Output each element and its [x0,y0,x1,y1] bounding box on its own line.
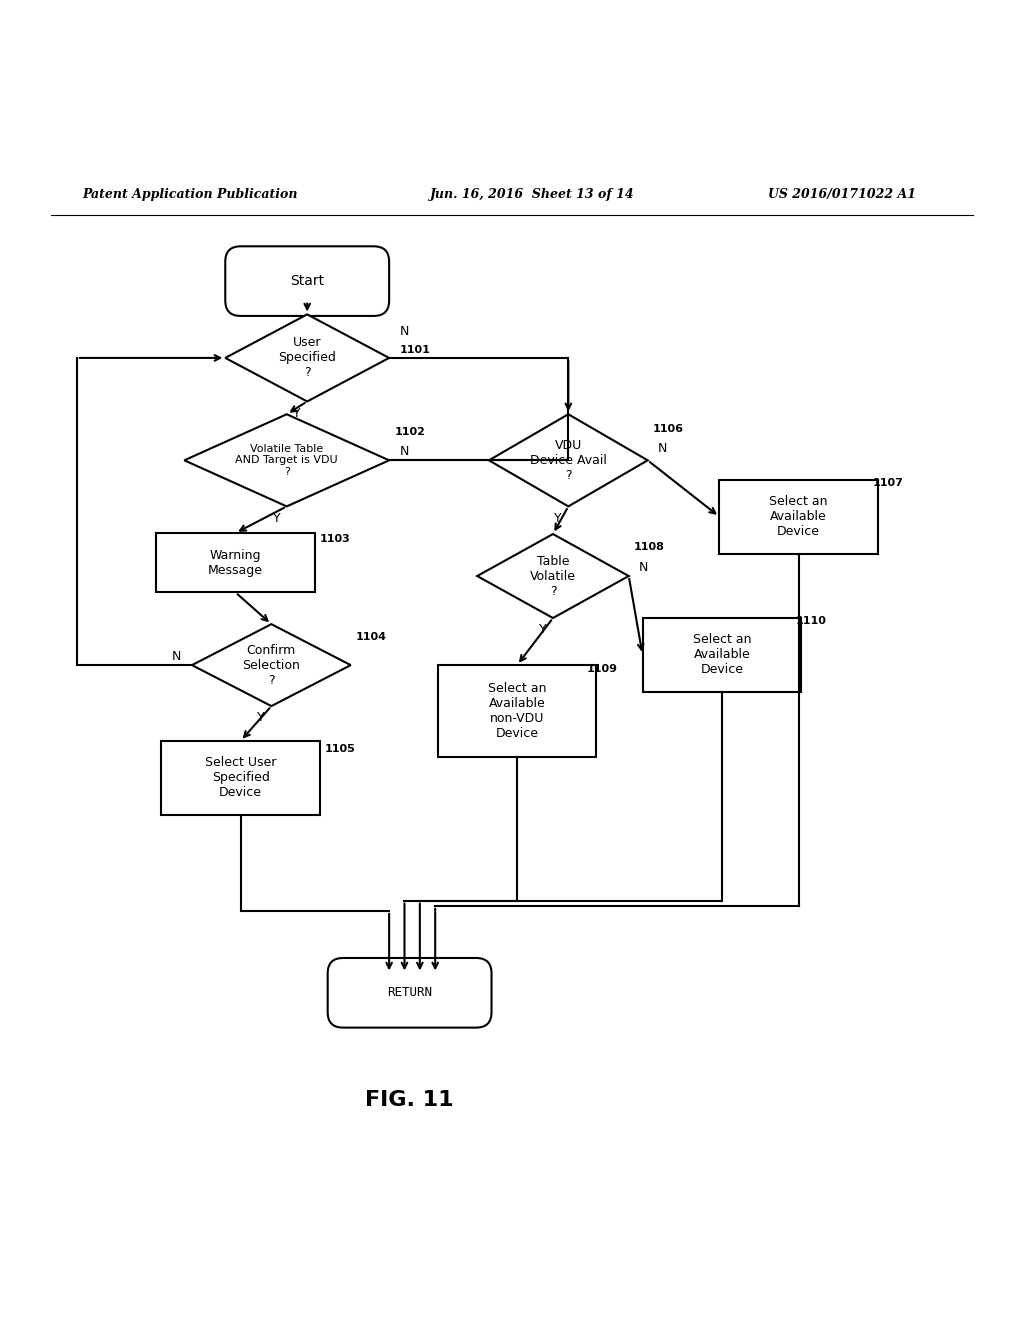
FancyBboxPatch shape [225,247,389,315]
FancyBboxPatch shape [157,533,315,593]
Text: Select an
Available
non-VDU
Device: Select an Available non-VDU Device [487,682,547,741]
Text: Select User
Specified
Device: Select User Specified Device [205,756,276,799]
Text: Y: Y [539,623,547,636]
Text: Y: Y [293,407,301,420]
Text: 1103: 1103 [319,535,351,544]
Text: 1107: 1107 [872,478,904,488]
Text: FIG. 11: FIG. 11 [366,1090,454,1110]
FancyBboxPatch shape [328,958,492,1027]
Text: US 2016/0171022 A1: US 2016/0171022 A1 [768,187,916,201]
Text: 1101: 1101 [399,345,430,355]
FancyBboxPatch shape [161,741,319,814]
Text: Y: Y [554,512,562,525]
Text: 1105: 1105 [326,744,356,754]
Text: User
Specified
?: User Specified ? [279,337,336,379]
Text: RETURN: RETURN [387,986,432,999]
Text: Patent Application Publication: Patent Application Publication [82,187,297,201]
Text: Start: Start [290,275,325,288]
Text: N: N [399,326,409,338]
Text: Table
Volatile
?: Table Volatile ? [530,554,575,598]
Text: 1104: 1104 [356,631,387,642]
Text: Warning
Message: Warning Message [208,549,263,577]
Text: 1106: 1106 [653,424,684,434]
Text: Volatile Table
AND Target is VDU
?: Volatile Table AND Target is VDU ? [236,444,338,477]
Text: 1102: 1102 [394,426,425,437]
Text: 1110: 1110 [797,616,827,626]
Text: N: N [399,445,409,458]
Text: N: N [639,561,648,574]
Text: 1108: 1108 [634,543,665,553]
FancyBboxPatch shape [643,618,801,692]
Text: Select an
Available
Device: Select an Available Device [692,634,752,676]
Text: Y: Y [272,512,281,525]
Polygon shape [184,414,389,507]
Text: Confirm
Selection
?: Confirm Selection ? [243,644,300,686]
Text: Y: Y [257,711,265,725]
FancyBboxPatch shape [719,479,879,553]
Polygon shape [225,314,389,401]
Text: Jun. 16, 2016  Sheet 13 of 14: Jun. 16, 2016 Sheet 13 of 14 [430,187,635,201]
Text: Select an
Available
Device: Select an Available Device [769,495,828,539]
Text: N: N [658,442,668,455]
Polygon shape [477,535,629,618]
Text: 1109: 1109 [586,664,617,675]
Polygon shape [489,414,648,507]
FancyBboxPatch shape [438,665,596,758]
Text: N: N [172,649,181,663]
Text: VDU
Device Avail
?: VDU Device Avail ? [529,438,607,482]
Polygon shape [193,624,350,706]
